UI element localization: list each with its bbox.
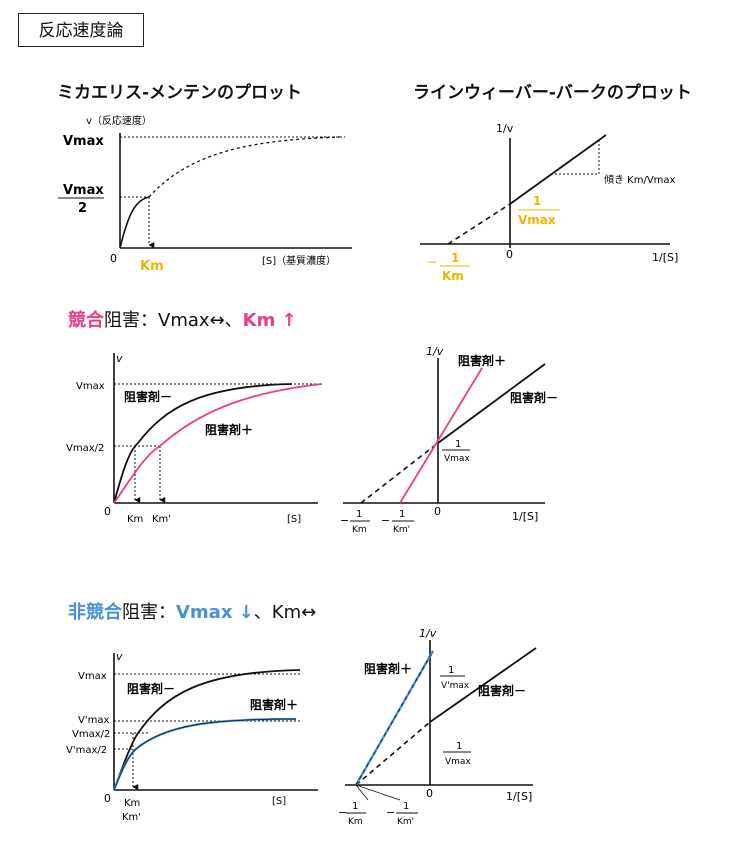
page-title: 反応速度論 [18,13,144,47]
mm-curve-start [119,196,150,249]
noncomp-lb-y1-num: 1 [448,665,454,676]
comp-mm-vmax: Vmax [76,381,105,392]
noncomp-lb-x1-sign: − [338,806,347,819]
comp-mm-plot: v Vmax Vmax/2 0 Km Km' [S] 阻害剤－ 阻害剤＋ [66,352,323,525]
noncomp-lb-line-plus-core [355,650,434,786]
noncomp-mm-km: Km [124,798,140,809]
lb-y-label: 1/v [496,122,514,135]
noncomp-mm-half2: V'max/2 [66,745,107,756]
noncomp-mm-y-label: v [116,650,123,663]
mm-origin: 0 [110,252,117,265]
mm-y-label: v（反応速度） [86,114,152,127]
noncompetitive-km-same: 、Km↔ [253,602,317,623]
noncomp-mm-km2: Km' [122,812,141,823]
comp-lb-x1-sign: − [340,514,349,527]
comp-lb-x-label: 1/[S] [512,510,538,523]
comp-mm-origin: 0 [104,505,111,518]
lb-origin: 0 [506,248,513,261]
noncomp-lb-y2-num: 1 [456,741,462,752]
noncomp-lb-x1-pointer [355,784,369,801]
mm-half-num: Vmax [63,183,104,198]
comp-lb-line-plus [399,367,483,504]
comp-lb-y-label: 1/v [426,345,444,358]
noncomp-lb-x2-sign: − [386,806,395,819]
competitive-text: 阻害：Vmax↔、 [104,310,243,331]
lb-extrapolation [447,203,511,245]
noncomp-mm-vmax: Vmax [78,671,107,682]
noncomp-lb-y2-den: Vmax [445,757,471,767]
lb-line [509,134,607,205]
noncomp-lb-y1-den: V'max [441,681,470,691]
lb-x-label: 1/[S] [652,251,678,264]
noncomp-mm-origin: 0 [104,792,111,805]
competitive-km-up: Km ↑ [242,310,297,331]
mm-plot-title: ミカエリス-メンテンのプロット [57,83,303,103]
noncomp-lb-plus-label: 阻害剤＋ [364,661,412,676]
mm-half-den: 2 [78,201,87,216]
noncomp-mm-minus-label: 阻害剤－ [127,681,175,696]
noncomp-lb-origin: 0 [426,787,433,800]
noncomp-lb-minus-label: 阻害剤－ [478,683,526,698]
mm-x-label: [S]（基質濃度） [262,254,336,267]
lb-yint-num: 1 [533,194,541,208]
comp-mm-plus-label: 阻害剤＋ [205,422,253,437]
comp-mm-curve-minus [113,383,293,504]
lb-slope-label: 傾き Km/Vmax [604,173,676,186]
comp-mm-half: Vmax/2 [66,443,104,454]
comp-mm-minus-label: 阻害剤－ [124,389,172,404]
noncomp-lb-extrap-minus [355,721,431,786]
competitive-heading: 競合阻害：Vmax↔、Km ↑ [68,306,297,332]
noncomp-mm-curve-plus-core [113,718,297,791]
comp-lb-x2-den: Km' [393,525,410,535]
comp-mm-x-label: [S] [287,514,301,525]
comp-lb-extrap-minus [360,442,439,504]
noncomp-mm-vmax2: V'max [78,715,109,726]
mm-km-label: Km [140,259,164,274]
noncomp-lb-line-minus [429,647,537,723]
noncomp-mm-curve-minus [113,669,301,791]
lb-plot: 1/v 傾き Km/Vmax 1 Vmax 0 1/[S] − 1 Km [420,122,678,283]
lb-yint-den: Vmax [518,213,556,227]
noncomp-lb-x1-num: 1 [352,801,358,812]
comp-mm-y-label: v [116,352,123,365]
comp-lb-minus-label: 阻害剤－ [510,390,558,405]
mm-plot: v（反応速度） Vmax Vmax 2 0 Km [S]（基質濃度） [58,114,352,274]
noncomp-lb-x1-den: Km [348,817,363,827]
comp-lb-x2-num: 1 [399,509,405,520]
comp-mm-curve-plus [113,383,323,504]
noncomp-lb-x2-num: 1 [403,801,409,812]
noncomp-lb-x2-den: Km' [397,817,414,827]
noncomp-lb-x2-pointer [355,784,401,801]
lb-xint-num: 1 [451,251,459,265]
comp-mm-km: Km [127,514,143,525]
comp-lb-origin: 0 [434,505,441,518]
comp-lb-yint-den: Vmax [444,454,470,464]
comp-mm-km2: Km' [152,514,171,525]
noncompetitive-heading: 非競合阻害：Vmax ↓、Km↔ [68,598,316,624]
comp-lb-x2-sign: − [381,514,390,527]
noncomp-mm-plus-label: 阻害剤＋ [250,697,298,712]
comp-lb-line-minus [437,363,546,444]
noncompetitive-vmax-down: Vmax ↓ [176,602,254,623]
noncompetitive-word: 非競合 [68,602,122,623]
comp-lb-plot: 1/v 阻害剤＋ 阻害剤－ 1 Vmax 0 1/[S] − 1 Km − 1 … [340,345,558,535]
lb-xint-sign: − [427,255,437,269]
noncompetitive-text: 阻害： [122,602,176,623]
noncomp-lb-plot: 1/v 阻害剤＋ 阻害剤－ 1 V'max 1 Vmax 0 1/[S] − 1… [338,627,537,827]
comp-lb-yint-num: 1 [455,439,461,450]
noncomp-mm-plot: v Vmax V'max Vmax/2 V'max/2 0 Km Km' [S]… [66,650,318,823]
lb-xint-den: Km [442,269,464,283]
comp-lb-plus-label: 阻害剤＋ [458,353,506,368]
comp-lb-x1-num: 1 [356,509,362,520]
competitive-word: 競合 [68,310,104,331]
lb-plot-title: ラインウィーバー-バークのプロット [413,83,692,103]
noncomp-lb-x-label: 1/[S] [506,790,532,803]
noncomp-lb-y-label: 1/v [419,627,437,640]
noncomp-mm-x-label: [S] [272,796,286,807]
comp-lb-x1-den: Km [352,525,367,535]
mm-vmax-label: Vmax [63,134,104,149]
mm-curve [148,136,341,198]
noncomp-mm-half: Vmax/2 [72,729,110,740]
